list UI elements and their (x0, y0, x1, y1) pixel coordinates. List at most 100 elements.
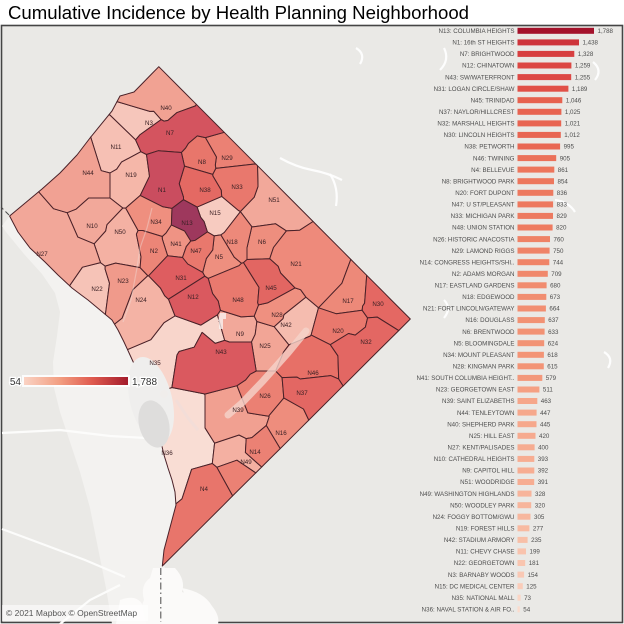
svg-text:N51: WOODRIDGE: N51: WOODRIDGE (460, 479, 514, 486)
svg-text:N10: N10 (86, 223, 98, 230)
svg-text:1,025: 1,025 (565, 109, 581, 116)
svg-text:680: 680 (550, 283, 561, 290)
svg-text:N16: DOUGLASS: N16: DOUGLASS (465, 317, 514, 324)
svg-text:N28: KINGMAN PARK: N28: KINGMAN PARK (453, 364, 516, 371)
svg-text:995: 995 (564, 144, 575, 151)
svg-text:1,189: 1,189 (572, 86, 588, 93)
svg-text:1,021: 1,021 (565, 121, 581, 128)
svg-text:N2: ADAMS MORGAN: N2: ADAMS MORGAN (452, 271, 515, 278)
svg-text:199: 199 (530, 549, 541, 556)
svg-text:N15: N15 (209, 210, 221, 217)
svg-text:N22: GEORGETOWN: N22: GEORGETOWN (454, 560, 515, 567)
svg-text:N11: CHEVY CHASE: N11: CHEVY CHASE (456, 549, 515, 556)
svg-text:N25: N25 (259, 343, 271, 350)
svg-text:N26: N26 (259, 393, 271, 400)
svg-text:854: 854 (558, 178, 569, 185)
svg-text:73: 73 (524, 595, 531, 602)
svg-text:579: 579 (546, 375, 557, 382)
svg-text:1,438: 1,438 (583, 40, 599, 47)
svg-text:154: 154 (528, 572, 539, 579)
svg-text:445: 445 (540, 421, 551, 428)
svg-text:N45: TRINIDAD: N45: TRINIDAD (471, 97, 515, 104)
svg-text:N20: N20 (332, 328, 344, 335)
svg-text:N14: N14 (249, 449, 261, 456)
svg-text:N36: NAVAL STATION & AIR FO..: N36: NAVAL STATION & AIR FO.. (422, 607, 515, 614)
svg-text:633: 633 (548, 329, 559, 336)
svg-text:1,328: 1,328 (578, 51, 594, 58)
svg-text:393: 393 (538, 456, 549, 463)
svg-text:N19: FOREST HILLS: N19: FOREST HILLS (456, 526, 515, 533)
svg-text:N34: N34 (150, 219, 162, 226)
svg-text:N21: FORT LINCOLN/GATEWAY: N21: FORT LINCOLN/GATEWAY (423, 306, 514, 313)
svg-text:N7: BRIGHTWOOD: N7: BRIGHTWOOD (460, 51, 515, 58)
svg-text:N6: N6 (258, 239, 266, 246)
svg-text:N48: UNION STATION: N48: UNION STATION (452, 225, 514, 232)
svg-text:709: 709 (551, 271, 562, 278)
svg-text:N15: DC MEDICAL CENTER: N15: DC MEDICAL CENTER (435, 583, 515, 590)
svg-text:N29: LAMOND RIGGS: N29: LAMOND RIGGS (452, 248, 515, 255)
svg-text:N9: N9 (236, 331, 244, 338)
svg-text:N8: BRIGHTWOOD PARK: N8: BRIGHTWOOD PARK (442, 178, 516, 185)
svg-text:624: 624 (548, 340, 559, 347)
svg-text:N6: BRENTWOOD: N6: BRENTWOOD (462, 329, 515, 336)
svg-text:N11: N11 (111, 144, 122, 151)
svg-text:N3: BARNABY WOODS: N3: BARNABY WOODS (448, 572, 515, 579)
svg-text:N42: STADIUM ARMORY: N42: STADIUM ARMORY (444, 537, 515, 544)
svg-text:N37: N37 (296, 390, 308, 397)
svg-text:N39: SAINT ELIZABETHS: N39: SAINT ELIZABETHS (442, 398, 514, 405)
svg-text:54: 54 (523, 607, 530, 614)
svg-text:1,788: 1,788 (132, 377, 157, 388)
svg-text:N13: N13 (181, 220, 193, 227)
svg-text:N2: N2 (150, 248, 158, 255)
svg-text:N24: FOGGY BOTTOM/GWU: N24: FOGGY BOTTOM/GWU (433, 514, 515, 521)
svg-text:N48: N48 (232, 297, 244, 304)
svg-text:N7: N7 (166, 130, 174, 137)
svg-text:N21: N21 (290, 261, 302, 268)
svg-text:N33: MICHIGAN PARK: N33: MICHIGAN PARK (451, 213, 516, 220)
svg-text:673: 673 (550, 294, 561, 301)
svg-text:760: 760 (554, 236, 565, 243)
svg-text:N44: N44 (82, 170, 94, 177)
svg-text:N42: N42 (280, 322, 292, 329)
svg-text:N17: N17 (342, 298, 354, 305)
svg-text:N51: N51 (268, 197, 280, 204)
svg-text:N46: N46 (307, 370, 319, 377)
svg-text:N29: N29 (221, 155, 233, 162)
svg-text:N22: N22 (91, 286, 103, 293)
svg-text:N35: NATIONAL MALL: N35: NATIONAL MALL (452, 595, 515, 602)
svg-text:744: 744 (553, 259, 564, 266)
svg-text:615: 615 (547, 364, 558, 371)
svg-text:905: 905 (560, 155, 571, 162)
svg-text:N45: N45 (265, 285, 277, 292)
svg-text:N50: N50 (114, 229, 126, 236)
svg-text:400: 400 (538, 445, 549, 452)
svg-text:N31: N31 (175, 275, 187, 282)
svg-text:N17: EASTLAND GARDENS: N17: EASTLAND GARDENS (435, 283, 515, 290)
svg-text:833: 833 (557, 202, 568, 209)
svg-text:N1: 16th ST HEIGHTS: N1: 16th ST HEIGHTS (452, 40, 514, 47)
svg-text:750: 750 (553, 248, 564, 255)
svg-text:N27: N27 (36, 251, 48, 258)
svg-text:N38: PETWORTH: N38: PETWORTH (464, 144, 514, 151)
svg-text:511: 511 (543, 387, 553, 394)
svg-text:N32: MARSHALL HEIGHTS: N32: MARSHALL HEIGHTS (437, 121, 514, 128)
svg-text:N49: WASHINGTON HIGHLANDS: N49: WASHINGTON HIGHLANDS (420, 491, 515, 498)
svg-text:N38: N38 (199, 187, 211, 194)
svg-text:N43: N43 (215, 349, 227, 356)
svg-text:N23: N23 (117, 278, 129, 285)
svg-text:N25: HILL EAST: N25: HILL EAST (469, 433, 515, 440)
svg-text:N36: N36 (161, 450, 173, 457)
svg-text:305: 305 (534, 514, 545, 521)
svg-text:N30: N30 (372, 301, 384, 308)
svg-text:N37: NAYLOR/HILLCREST: N37: NAYLOR/HILLCREST (439, 109, 515, 116)
svg-text:618: 618 (547, 352, 558, 359)
svg-text:N46: TWINING: N46: TWINING (473, 155, 515, 162)
svg-text:N4: N4 (200, 486, 208, 493)
svg-text:N39: N39 (232, 407, 244, 414)
svg-text:N35: N35 (149, 360, 161, 367)
svg-text:463: 463 (541, 398, 552, 405)
svg-text:N44: TENLEYTOWN: N44: TENLEYTOWN (457, 410, 515, 417)
svg-text:N12: N12 (187, 294, 199, 301)
svg-text:N33: N33 (231, 184, 243, 191)
svg-text:N41: SOUTH COLUMBIA HEIGHT..: N41: SOUTH COLUMBIA HEIGHT.. (417, 375, 515, 382)
